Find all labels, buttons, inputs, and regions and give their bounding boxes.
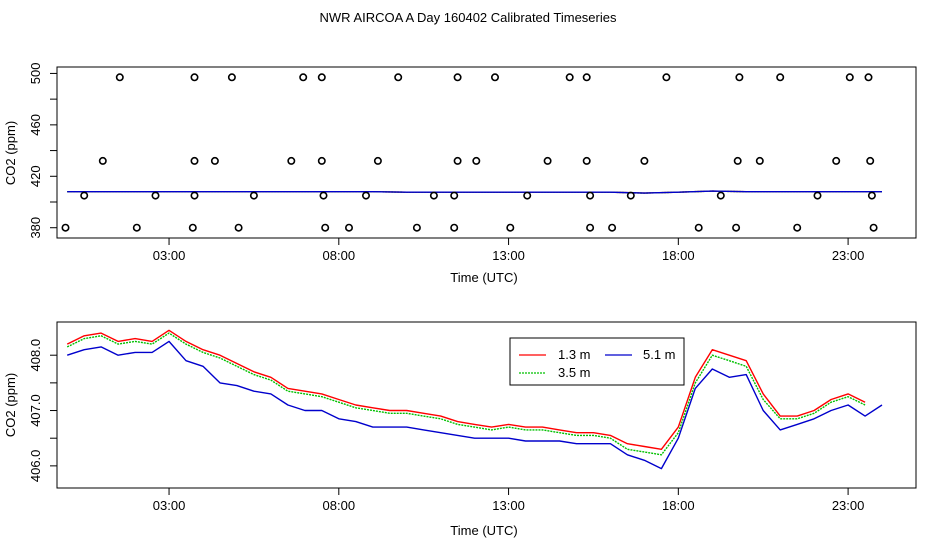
calibration-point [249,191,258,200]
calibration-point [210,156,219,165]
top-x-tick-label: 23:00 [832,248,865,263]
calibration-point [450,223,459,232]
calibration-point [716,191,725,200]
bottom-y-tick-label: 406.0 [28,450,43,483]
calibration-point [565,73,574,82]
calibration-point [732,223,741,232]
calibration-point [662,73,671,82]
calibration-point [845,73,854,82]
bottom-x-tick-label: 18:00 [662,498,695,513]
bottom-x-tick-label: 08:00 [323,498,356,513]
calibration-point [151,191,160,200]
calibration-point [319,191,328,200]
calibration-point [321,223,330,232]
bottom-y-tick-label: 408.0 [28,339,43,372]
bottom-x-tick-label: 03:00 [153,498,186,513]
calibration-point [453,73,462,82]
legend-label-5-1m: 5.1 m [643,347,676,362]
top-x-tick-label: 08:00 [323,248,356,263]
bottom-series-line-1-3-m [66,329,866,450]
calibration-point [190,73,199,82]
calibration-point [866,156,875,165]
calibration-point [543,156,552,165]
top-x-axis-label: Time (UTC) [450,270,517,285]
calibration-point [523,191,532,200]
calibration-point [287,156,296,165]
top-y-axis-label: CO2 (ppm) [3,121,18,185]
top-y-tick-label: 460 [28,114,43,136]
calibration-point [227,73,236,82]
bottom-x-axis-label: Time (UTC) [450,523,517,538]
bottom-x-tick-label: 23:00 [832,498,865,513]
calibration-point [506,223,515,232]
top-x-tick-label: 03:00 [153,248,186,263]
calibration-point [813,191,822,200]
calibration-point [188,223,197,232]
top-plot-frame [56,66,917,239]
top-series-line-5-1-m [67,190,882,194]
calibration-point [317,156,326,165]
calibration-point [80,191,89,200]
calibration-point [299,73,308,82]
legend-label-1-3m: 1.3 m [558,347,591,362]
calibration-point [344,223,353,232]
calibration-point [694,223,703,232]
bottom-series-line-5-1-m [66,340,883,470]
chart-title: NWR AIRCOA A Day 160402 Calibrated Times… [320,10,617,25]
calibration-point [450,191,459,200]
legend-box [509,337,685,386]
calibration-point [234,223,243,232]
calibration-point [361,191,370,200]
calibration-point [472,156,481,165]
calibration-point [190,156,199,165]
calibration-point [793,223,802,232]
legend: 1.3 m 5.1 m 3.5 m [509,337,685,386]
bottom-y-axis-label: CO2 (ppm) [3,373,18,437]
calibration-point [586,223,595,232]
bottom-plot-frame [56,321,917,489]
calibration-point [832,156,841,165]
calibration-point [61,223,70,232]
calibration-point [190,191,199,200]
calibration-point [864,73,873,82]
top-x-tick-label: 13:00 [492,248,525,263]
calibration-point [735,73,744,82]
calibration-point [869,223,878,232]
legend-label-3-5m: 3.5 m [558,365,591,380]
calibration-point [608,223,617,232]
bottom-panel: Time (UTC) CO2 (ppm) 03:00 08:00 13:00 18:0… [3,321,917,538]
calibration-point [733,156,742,165]
top-y-tick-label: 380 [28,217,43,239]
calibration-point [626,191,635,200]
calibration-point [586,191,595,200]
bottom-x-tick-label: 13:00 [492,498,525,513]
calibration-point [373,156,382,165]
bottom-series-line-3-5-m [66,332,866,456]
top-y-tick-label: 500 [28,63,43,85]
bottom-y-tick-label: 407.0 [28,394,43,427]
calibration-point [394,73,403,82]
calibration-point [453,156,462,165]
calibration-point [98,156,107,165]
calibration-point [490,73,499,82]
calibration-point [317,73,326,82]
calibration-point [412,223,421,232]
calibration-point [776,73,785,82]
calibration-point [582,73,591,82]
calibration-point [429,191,438,200]
calibration-point [582,156,591,165]
top-x-tick-label: 18:00 [662,248,695,263]
calibration-point [132,223,141,232]
calibration-point [115,73,124,82]
calibration-point [867,191,876,200]
calibration-point [640,156,649,165]
calibration-point [755,156,764,165]
top-panel: Time (UTC) CO2 (ppm) 03:00 08:00 13:00 18:0… [3,63,917,285]
top-y-tick-label: 420 [28,165,43,187]
